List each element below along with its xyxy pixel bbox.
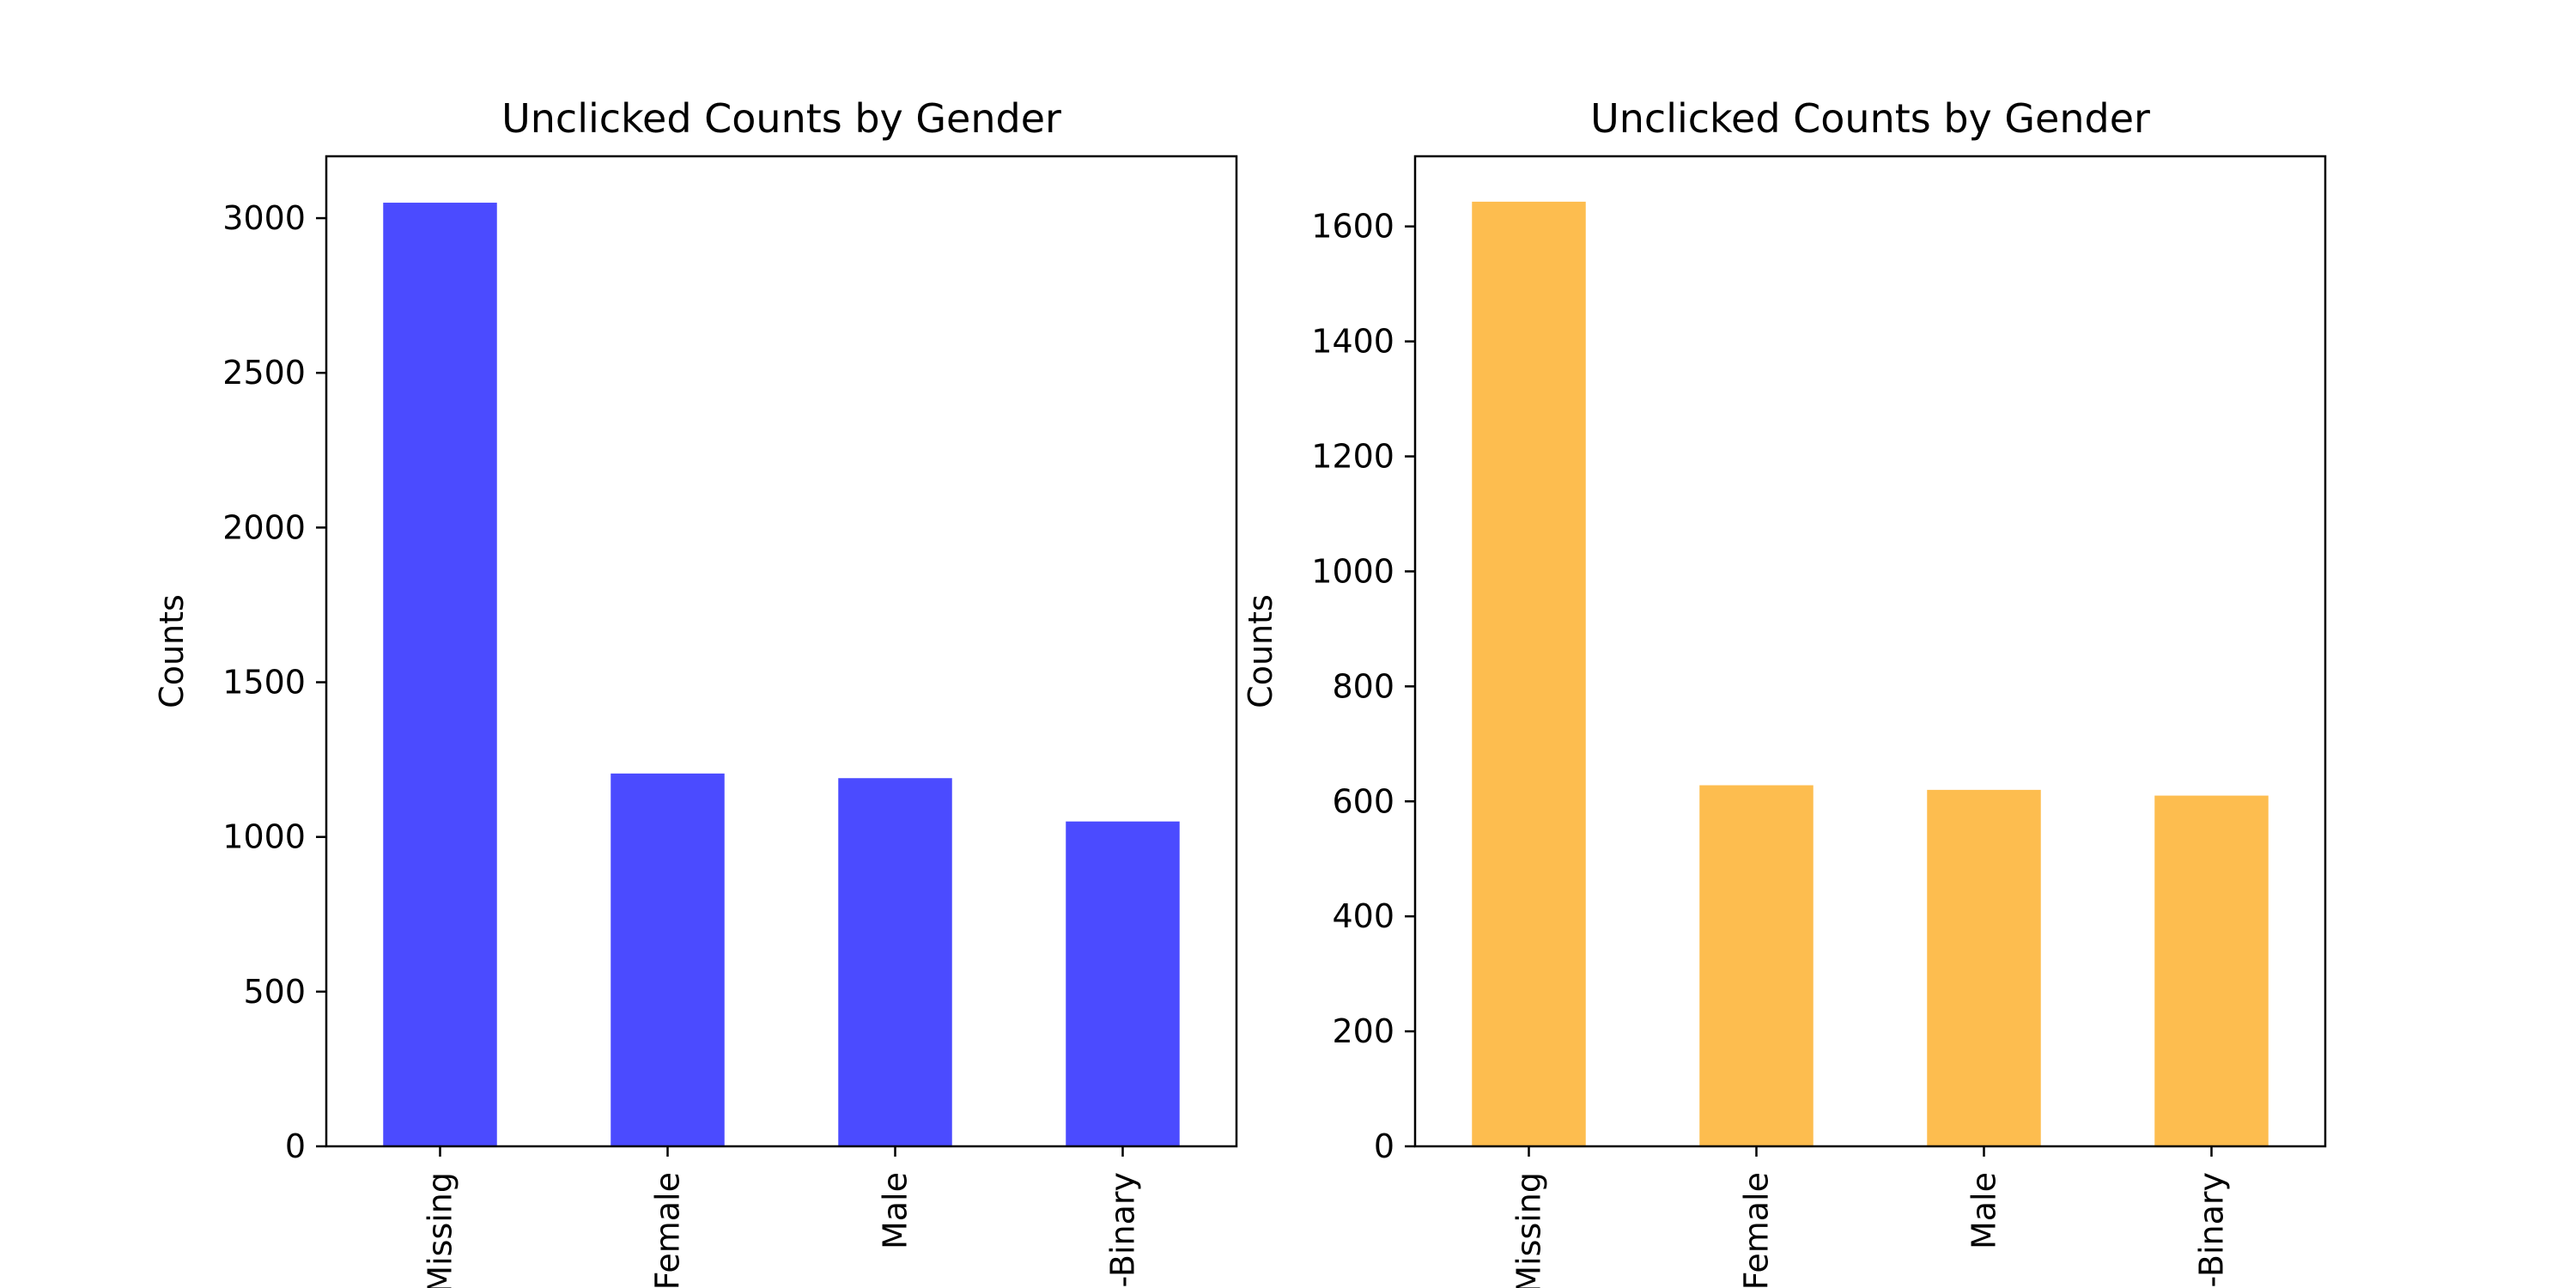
y-tick-label: 500 xyxy=(243,973,306,1011)
y-tick-label: 2500 xyxy=(222,354,306,392)
y-tick-label: 1400 xyxy=(1311,323,1394,361)
x-tick-label: Missing xyxy=(1510,1172,1548,1288)
plot-frame xyxy=(1413,155,2327,1148)
y-axis-label: Counts xyxy=(1242,594,1279,708)
y-axis-label: Counts xyxy=(153,594,191,708)
chart-left: 0 500 1000 1500 2000 2500 3000 Missing Female Mal… xyxy=(153,95,1238,1288)
bar-female xyxy=(611,773,725,1146)
bar-non-binary xyxy=(2154,795,2269,1146)
x-tick-label: Female xyxy=(649,1172,687,1288)
y-tick-label: 1000 xyxy=(222,818,306,856)
x-tick-label: Female xyxy=(1738,1172,1776,1288)
x-tick-label: Male xyxy=(877,1172,914,1249)
y-tick-label: 1600 xyxy=(1311,208,1394,246)
y-tick-label: 800 xyxy=(1332,667,1394,705)
x-tick-label: Male xyxy=(1965,1172,2003,1249)
y-tick-label: 0 xyxy=(285,1127,306,1165)
bar-missing xyxy=(1472,201,1586,1147)
y-tick-label: 1000 xyxy=(1311,552,1394,590)
y-tick-label: 1500 xyxy=(222,664,306,702)
x-tick-label: Non-Binary xyxy=(2193,1172,2231,1288)
x-tick-label: Missing xyxy=(422,1172,459,1288)
y-tick-label: 400 xyxy=(1332,897,1394,935)
chart-right: 0 200 400 600 800 1000 1200 1400 1600 Missing Fema… xyxy=(1242,95,2327,1288)
y-tick-label: 200 xyxy=(1332,1012,1394,1050)
chart-title: Unclicked Counts by Gender xyxy=(1590,95,2150,142)
bar-non-binary xyxy=(1066,821,1180,1146)
y-tick-label: 2000 xyxy=(222,508,306,546)
bar-male xyxy=(1927,789,2041,1146)
bar-female xyxy=(1699,785,1814,1146)
x-tick-label: Non-Binary xyxy=(1104,1172,1142,1288)
y-tick-label: 0 xyxy=(1374,1127,1394,1165)
y-tick-label: 600 xyxy=(1332,782,1394,820)
plot-frame xyxy=(325,155,1238,1148)
bar-male xyxy=(838,778,952,1146)
y-tick-label: 3000 xyxy=(222,199,306,237)
bar-missing xyxy=(383,203,497,1146)
y-tick-label: 1200 xyxy=(1311,438,1394,476)
chart-title: Unclicked Counts by Gender xyxy=(501,95,1061,142)
